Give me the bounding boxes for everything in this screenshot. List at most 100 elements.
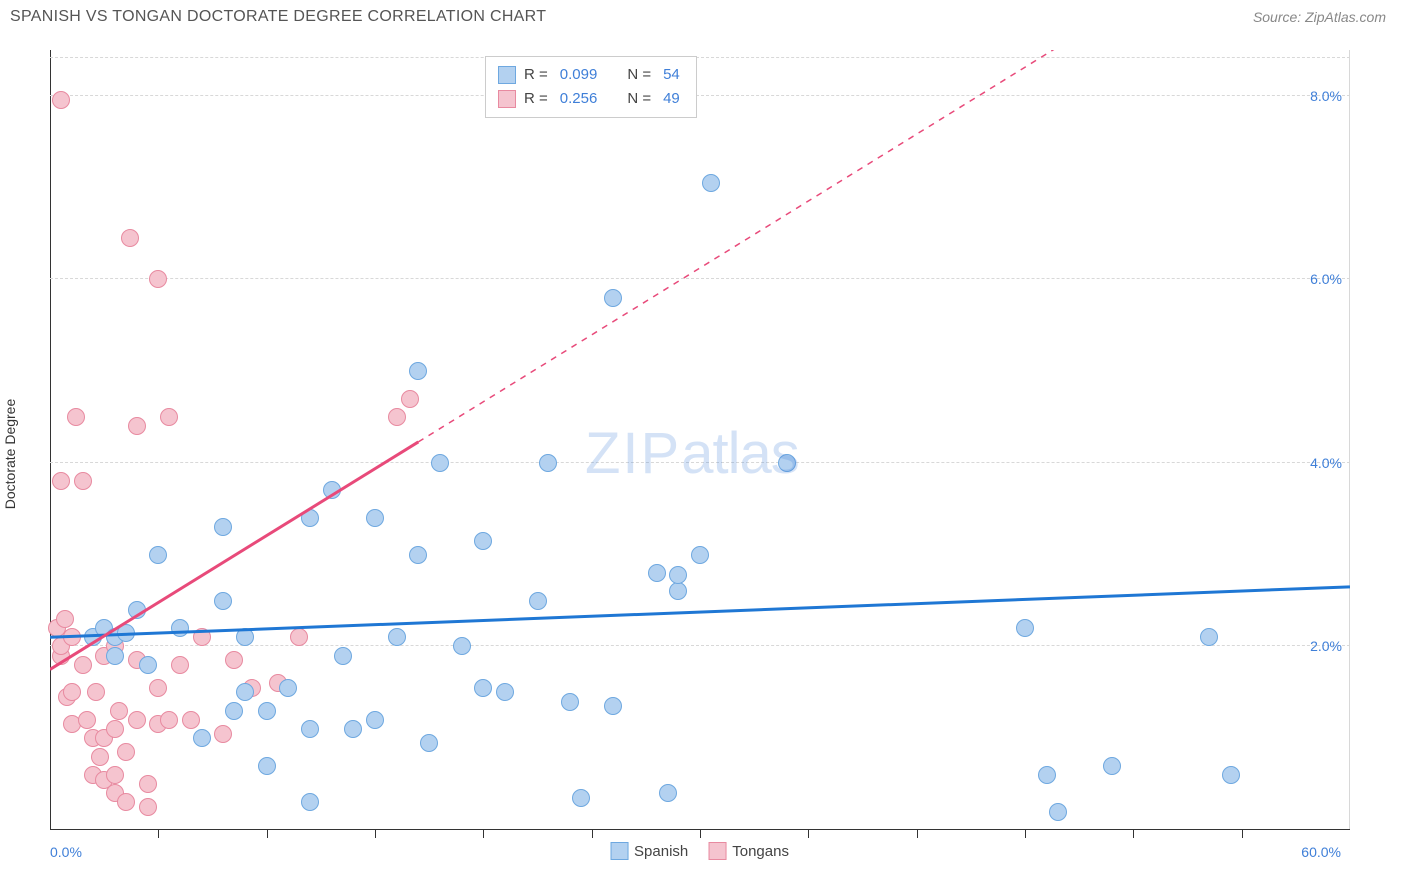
data-point (56, 610, 74, 628)
scatter-chart: 2.0%4.0%6.0%8.0% ZIPatlas R = 0.099 N = … (50, 50, 1350, 830)
data-point (323, 481, 341, 499)
x-tick (917, 830, 918, 838)
data-point (193, 729, 211, 747)
data-point (301, 509, 319, 527)
data-point (648, 564, 666, 582)
data-point (702, 174, 720, 192)
data-point (290, 628, 308, 646)
data-point (106, 766, 124, 784)
data-point (214, 518, 232, 536)
data-point (63, 683, 81, 701)
data-point (91, 748, 109, 766)
data-point (182, 711, 200, 729)
x-tick (1242, 830, 1243, 838)
data-point (128, 417, 146, 435)
y-tick-label: 2.0% (1310, 638, 1342, 654)
data-point (344, 720, 362, 738)
y-tick-label: 8.0% (1310, 88, 1342, 104)
data-point (366, 509, 384, 527)
data-point (171, 619, 189, 637)
data-point (106, 647, 124, 665)
data-point (539, 454, 557, 472)
data-point (659, 784, 677, 802)
data-point (63, 628, 81, 646)
data-point (225, 651, 243, 669)
swatch-tongans (708, 842, 726, 860)
legend-stats-row: R = 0.256 N = 49 (498, 87, 684, 111)
trend-lines (50, 50, 1350, 830)
y-axis-label: Doctorate Degree (2, 399, 18, 510)
swatch-tongans (498, 90, 516, 108)
legend-series: Spanish Tongans (610, 842, 789, 860)
legend-stats: R = 0.099 N = 54 R = 0.256 N = 49 (485, 56, 697, 118)
data-point (117, 743, 135, 761)
data-point (401, 390, 419, 408)
data-point (669, 566, 687, 584)
data-point (529, 592, 547, 610)
y-axis-line (50, 50, 51, 830)
swatch-spanish (498, 66, 516, 84)
data-point (604, 697, 622, 715)
data-point (78, 711, 96, 729)
data-point (1049, 803, 1067, 821)
data-point (388, 628, 406, 646)
data-point (691, 546, 709, 564)
data-point (149, 546, 167, 564)
data-point (496, 683, 514, 701)
data-point (52, 472, 70, 490)
x-tick (267, 830, 268, 838)
data-point (1016, 619, 1034, 637)
x-tick (592, 830, 593, 838)
data-point (117, 793, 135, 811)
data-point (474, 679, 492, 697)
data-point (236, 628, 254, 646)
legend-stats-row: R = 0.099 N = 54 (498, 63, 684, 87)
gridline (50, 462, 1350, 463)
data-point (409, 546, 427, 564)
legend-item-spanish: Spanish (610, 842, 688, 860)
data-point (1200, 628, 1218, 646)
data-point (474, 532, 492, 550)
legend-item-tongans: Tongans (708, 842, 789, 860)
data-point (67, 408, 85, 426)
data-point (388, 408, 406, 426)
data-point (149, 679, 167, 697)
data-point (74, 656, 92, 674)
data-point (139, 775, 157, 793)
data-point (225, 702, 243, 720)
data-point (778, 454, 796, 472)
data-point (366, 711, 384, 729)
data-point (214, 592, 232, 610)
x-tick (375, 830, 376, 838)
data-point (1038, 766, 1056, 784)
data-point (171, 656, 189, 674)
x-tick (808, 830, 809, 838)
data-point (301, 720, 319, 738)
data-point (561, 693, 579, 711)
data-point (301, 793, 319, 811)
data-point (258, 757, 276, 775)
x-tick (158, 830, 159, 838)
data-point (139, 798, 157, 816)
data-point (453, 637, 471, 655)
source-attribution: Source: ZipAtlas.com (1253, 9, 1386, 25)
data-point (420, 734, 438, 752)
data-point (139, 656, 157, 674)
data-point (117, 624, 135, 642)
data-point (106, 720, 124, 738)
data-point (1103, 757, 1121, 775)
data-point (52, 91, 70, 109)
data-point (121, 229, 139, 247)
data-point (409, 362, 427, 380)
data-point (572, 789, 590, 807)
data-point (87, 683, 105, 701)
data-point (160, 408, 178, 426)
data-point (669, 582, 687, 600)
data-point (214, 725, 232, 743)
data-point (128, 601, 146, 619)
data-point (1222, 766, 1240, 784)
plot-area: 2.0%4.0%6.0%8.0% (50, 50, 1350, 830)
data-point (193, 628, 211, 646)
chart-title: SPANISH VS TONGAN DOCTORATE DEGREE CORRE… (10, 8, 546, 26)
x-tick (700, 830, 701, 838)
